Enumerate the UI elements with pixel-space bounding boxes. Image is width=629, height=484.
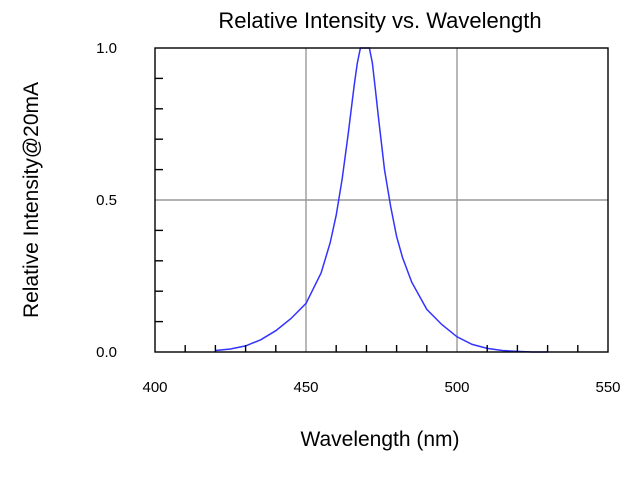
tick-marks	[155, 77, 579, 352]
plot-frame	[154, 47, 609, 353]
chart-title: Relative Intensity vs. Wavelength	[218, 8, 541, 33]
x-tick-label: 400	[142, 379, 167, 396]
x-axis-title: Wavelength (nm)	[300, 428, 459, 451]
y-tick-label: 0.5	[96, 192, 117, 209]
x-tick-label: 500	[444, 379, 469, 396]
y-axis-title: Relative Intensity@20mA	[20, 82, 43, 318]
x-tick-label: 450	[293, 379, 318, 396]
y-tick-labels: 0.0 0.5 1.0	[96, 40, 117, 361]
y-tick-label: 0.0	[96, 344, 117, 361]
x-tick-label: 550	[595, 379, 620, 396]
x-tick-labels: 400 450 500 550	[142, 379, 620, 396]
grid	[155, 48, 608, 352]
y-tick-label: 1.0	[96, 40, 117, 57]
